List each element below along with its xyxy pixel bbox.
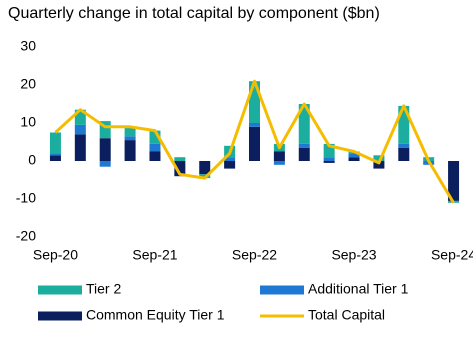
bar-segment (124, 126, 136, 137)
x-tick-label: Sep-22 (232, 247, 277, 263)
bar-segment (74, 124, 86, 135)
bar-segment (249, 81, 260, 123)
bar-segment (124, 140, 136, 161)
bar-segment (149, 151, 161, 161)
y-tick-label: -20 (16, 228, 36, 244)
bar-segment (373, 155, 385, 161)
y-tick-label: 20 (20, 76, 36, 92)
bar-segment (99, 121, 111, 139)
x-tick-label: Sep-21 (132, 247, 177, 263)
legend-label: Total Capital (308, 307, 385, 323)
bar-segment (448, 161, 460, 201)
bar-segment (74, 134, 86, 161)
bar-segment (273, 151, 285, 161)
legend-swatch (38, 285, 82, 295)
legend-label: Additional Tier 1 (308, 281, 409, 297)
bar-segment (149, 130, 161, 144)
line (54, 79, 455, 204)
x-tick-label: Sep-23 (331, 247, 376, 263)
y-tick-label: 0 (28, 152, 36, 168)
x-tick-label: Sep-24 (431, 247, 473, 263)
bar-segment (398, 143, 410, 148)
legend-label: Common Equity Tier 1 (86, 307, 225, 323)
bar-segment (398, 105, 410, 144)
bar-segment (124, 136, 136, 141)
bar-segment (273, 161, 285, 165)
bar-segment (323, 143, 335, 158)
legend-label: Tier 2 (86, 281, 121, 297)
bar-segment (224, 161, 236, 169)
bar-segment (174, 161, 186, 177)
bar-segment (99, 161, 111, 167)
bar-segment (348, 157, 360, 161)
bar-segment (224, 157, 236, 161)
bar-segment (298, 104, 310, 144)
y-tick-label: 30 (20, 38, 36, 54)
bar-segment (49, 153, 61, 156)
bar-segment (398, 147, 410, 161)
bar-segment (249, 126, 260, 161)
bar-segment (49, 132, 61, 154)
bar-segment (174, 157, 186, 161)
bar-segment (74, 109, 86, 125)
bar-segment (249, 123, 260, 127)
chart-title: Quarterly change in total capital by com… (8, 5, 380, 22)
y-tick-label: 10 (20, 114, 36, 130)
bar-segment (348, 153, 360, 158)
x-tick-label: Sep-20 (33, 247, 78, 263)
bar-segment (323, 161, 335, 163)
y-tick-label: -10 (16, 190, 36, 206)
bar-segment (298, 147, 310, 161)
bar-segment (323, 157, 335, 161)
bar-segment (49, 155, 61, 161)
legend-swatch (260, 285, 304, 295)
legend-swatch (38, 311, 82, 321)
bar-segment (149, 143, 161, 152)
bar-segment (199, 161, 211, 175)
bar-segment (99, 138, 111, 161)
bar-segment (373, 161, 385, 169)
bar-segment (298, 143, 310, 148)
